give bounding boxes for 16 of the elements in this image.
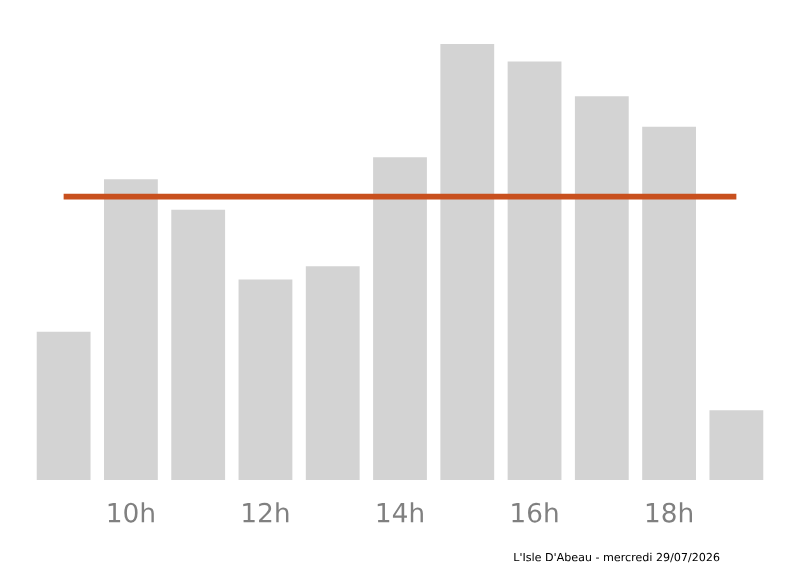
bar <box>709 410 764 480</box>
bar <box>305 266 360 480</box>
bar <box>104 179 158 480</box>
bar <box>507 61 562 480</box>
x-tick-label: 12h <box>243 502 289 523</box>
x-tick-label: 18h <box>646 502 692 523</box>
bar <box>642 126 696 480</box>
bar <box>171 209 226 480</box>
bar <box>574 96 629 480</box>
bar <box>373 157 427 480</box>
bar <box>36 331 91 480</box>
x-tick-label: 10h <box>108 502 154 523</box>
x-tick-label: 16h <box>512 502 558 523</box>
bar <box>238 279 293 480</box>
bar <box>440 44 495 480</box>
x-tick-label: 14h <box>377 502 423 523</box>
